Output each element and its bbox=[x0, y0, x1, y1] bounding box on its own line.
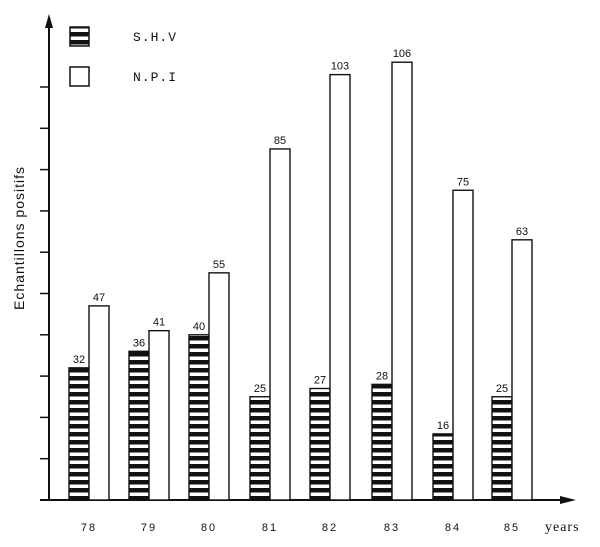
x-tick-label-78: 78 bbox=[81, 522, 97, 534]
bar-shv-82 bbox=[309, 387, 331, 501]
value-label: 55 bbox=[213, 259, 225, 271]
bar-shv-80 bbox=[188, 334, 210, 501]
value-label: 36 bbox=[133, 337, 145, 349]
bar-npi-83 bbox=[391, 61, 413, 501]
y-axis-arrow-icon bbox=[45, 14, 53, 28]
x-tick-label-79: 79 bbox=[141, 522, 157, 534]
x-tick-label-84: 84 bbox=[445, 522, 461, 534]
bar-group-81: 25 85 bbox=[249, 135, 291, 501]
value-label: 85 bbox=[274, 135, 286, 147]
bar-group-82: 27 103 bbox=[309, 61, 351, 501]
bar-group-85: 25 63 bbox=[491, 226, 533, 501]
x-tick-label-85: 85 bbox=[504, 522, 520, 534]
legend: S.H.V N.P.I bbox=[69, 26, 177, 87]
bar-npi-80 bbox=[208, 272, 230, 501]
bar-npi-84 bbox=[452, 189, 474, 501]
bar-shv-81 bbox=[249, 396, 271, 501]
bar-npi-81 bbox=[269, 148, 291, 501]
bar-npi-78 bbox=[88, 305, 110, 501]
bar-shv-83 bbox=[371, 383, 393, 501]
value-label: 47 bbox=[93, 292, 105, 304]
legend-swatch-shv bbox=[69, 26, 90, 47]
value-label: 63 bbox=[516, 226, 528, 238]
legend-label-shv: S.H.V bbox=[133, 30, 177, 45]
legend-swatch-npi bbox=[69, 66, 90, 87]
value-label: 25 bbox=[496, 383, 508, 395]
x-tick-label-82: 82 bbox=[322, 522, 338, 534]
bar-shv-79 bbox=[128, 350, 150, 501]
x-axis-label: years bbox=[545, 520, 580, 535]
x-tick-labels: 78 79 80 81 82 83 84 85 bbox=[81, 522, 520, 534]
bar-group-78: 32 47 bbox=[68, 292, 110, 501]
x-tick-label-81: 81 bbox=[262, 522, 278, 534]
x-axis-arrow-icon bbox=[560, 496, 576, 504]
bar-npi-85 bbox=[511, 239, 533, 501]
bar-group-79: 36 41 bbox=[128, 317, 170, 501]
bar-group-80: 40 55 bbox=[188, 259, 230, 501]
value-label: 40 bbox=[193, 321, 205, 333]
value-label: 25 bbox=[254, 383, 266, 395]
value-label: 106 bbox=[393, 48, 411, 60]
bar-shv-78 bbox=[68, 367, 90, 501]
y-axis-label: Echantillons positifs bbox=[11, 166, 27, 310]
value-label: 16 bbox=[437, 420, 449, 432]
x-tick-label-80: 80 bbox=[201, 522, 217, 534]
bar-group-83: 28 106 bbox=[371, 48, 413, 501]
legend-label-npi: N.P.I bbox=[133, 70, 177, 85]
bar-npi-82 bbox=[329, 73, 351, 501]
value-label: 27 bbox=[314, 374, 326, 386]
value-label: 32 bbox=[73, 354, 85, 366]
y-axis-ticks bbox=[40, 86, 49, 460]
bar-npi-79 bbox=[148, 329, 170, 501]
value-label: 75 bbox=[457, 176, 469, 188]
bar-shv-84 bbox=[432, 433, 454, 501]
x-tick-label-83: 83 bbox=[384, 522, 400, 534]
bar-shv-85 bbox=[491, 396, 513, 501]
value-label: 28 bbox=[376, 370, 388, 382]
value-label: 41 bbox=[153, 317, 165, 329]
value-label: 103 bbox=[331, 61, 349, 73]
